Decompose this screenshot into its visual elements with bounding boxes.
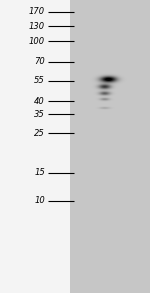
Text: 55: 55 xyxy=(34,76,45,85)
Text: 40: 40 xyxy=(34,97,45,105)
Text: 100: 100 xyxy=(29,37,45,45)
Text: 35: 35 xyxy=(34,110,45,119)
Text: 25: 25 xyxy=(34,129,45,138)
Text: 70: 70 xyxy=(34,57,45,66)
Text: 130: 130 xyxy=(29,22,45,31)
Text: 10: 10 xyxy=(34,196,45,205)
Text: 170: 170 xyxy=(29,7,45,16)
Text: 15: 15 xyxy=(34,168,45,177)
